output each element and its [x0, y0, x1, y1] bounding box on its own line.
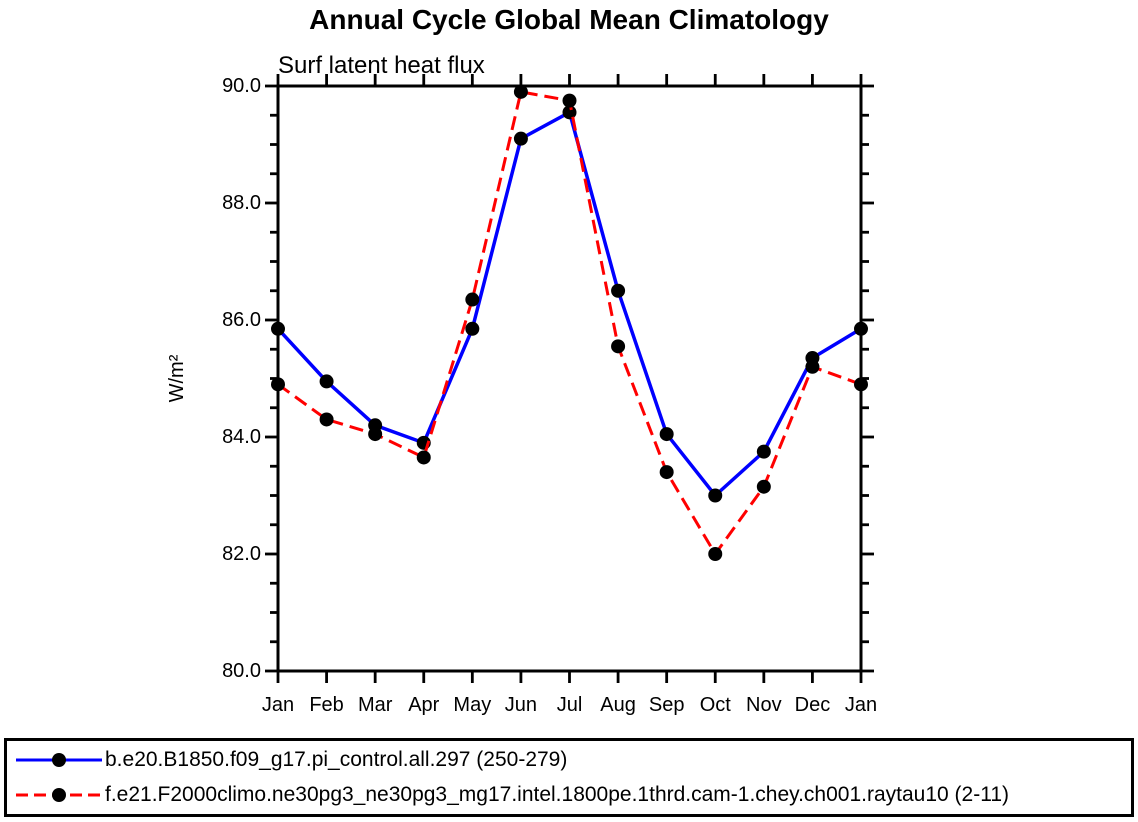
x-axis-labels: Jan Feb Mar Apr May Jun Jul Aug Sep Oct Nov Dec Jan	[262, 694, 877, 716]
x-axis-ticks	[276, 74, 863, 683]
y-axis-title: W/m²	[166, 354, 188, 402]
series-red-dashed	[271, 84, 868, 561]
svg-text:Oct: Oct	[700, 694, 732, 716]
svg-text:80.0: 80.0	[222, 660, 261, 682]
svg-text:86.0: 86.0	[222, 309, 261, 331]
y-axis-labels: 80.0 82.0 84.0 86.0 88.0 90.0	[222, 75, 261, 682]
svg-text:Apr: Apr	[408, 694, 439, 716]
legend-marker-dot-icon	[52, 788, 66, 803]
svg-text:Mar: Mar	[358, 694, 393, 716]
legend-box: b.e20.B1850.f09_g17.pi_control.all.297 (…	[4, 738, 1134, 817]
svg-text:Jun: Jun	[505, 694, 537, 716]
svg-text:Dec: Dec	[795, 694, 831, 716]
svg-text:Jul: Jul	[557, 694, 583, 716]
svg-text:Feb: Feb	[309, 694, 343, 716]
y-axis-ticks	[265, 84, 874, 673]
svg-text:Jan: Jan	[262, 694, 294, 716]
legend-line-dashed-icon	[16, 788, 102, 803]
svg-text:Aug: Aug	[600, 694, 636, 716]
legend-line-solid-icon	[16, 752, 102, 767]
svg-text:Sep: Sep	[649, 694, 685, 716]
series-blue-solid	[271, 105, 868, 503]
legend-entry: f.e21.F2000climo.ne30pg3_ne30pg3_mg17.in…	[13, 778, 1131, 812]
legend-label: b.e20.B1850.f09_g17.pi_control.all.297 (…	[105, 747, 568, 771]
svg-text:88.0: 88.0	[222, 192, 261, 214]
axes-frame	[276, 84, 863, 673]
svg-text:Nov: Nov	[746, 694, 782, 716]
legend-marker-dot-icon	[52, 752, 66, 767]
page-title: Annual Cycle Global Mean Climatology	[309, 4, 829, 35]
legend-entry: b.e20.B1850.f09_g17.pi_control.all.297 (…	[13, 743, 1131, 777]
svg-text:84.0: 84.0	[222, 426, 261, 448]
svg-text:82.0: 82.0	[222, 543, 261, 565]
svg-text:Jan: Jan	[845, 694, 877, 716]
svg-text:May: May	[453, 694, 491, 716]
svg-text:90.0: 90.0	[222, 75, 261, 97]
svg-text:W/m²: W/m²	[166, 354, 188, 402]
legend-label: f.e21.F2000climo.ne30pg3_ne30pg3_mg17.in…	[105, 783, 1010, 807]
chart-subtitle: Surf latent heat flux	[278, 52, 485, 79]
